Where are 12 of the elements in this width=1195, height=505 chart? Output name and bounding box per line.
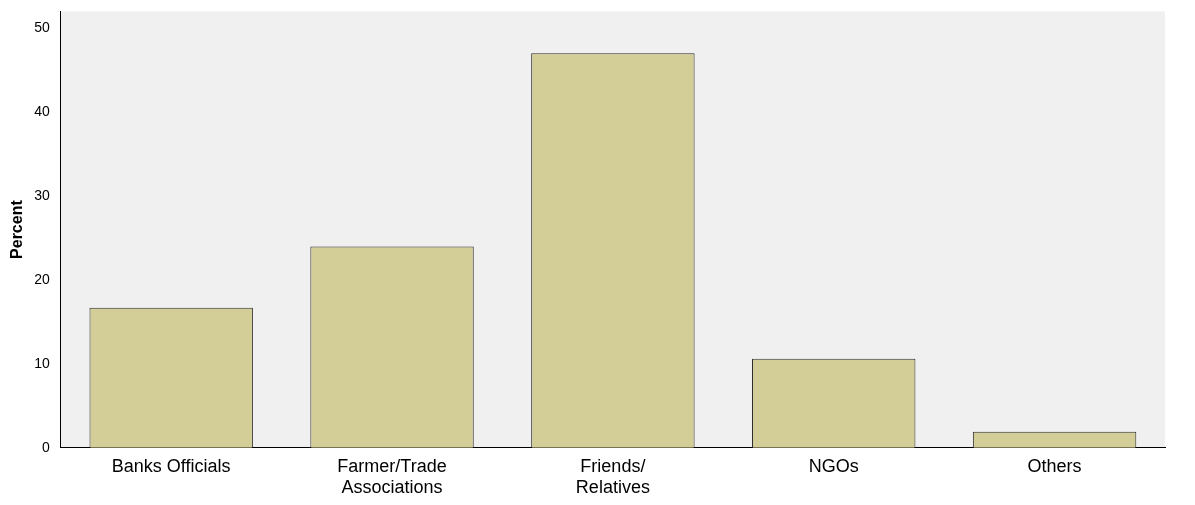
x-tick-label: Farmer/Trade Associations bbox=[337, 455, 447, 498]
y-tick-label: 50 bbox=[34, 19, 50, 36]
y-tick-label: 20 bbox=[34, 270, 50, 287]
x-tick-label: Friends/ Relatives bbox=[575, 455, 650, 498]
x-tick-label: Others bbox=[1027, 455, 1082, 476]
x-tick-label: Banks Officials bbox=[111, 455, 231, 476]
x-tick-label: NGOs bbox=[808, 455, 859, 476]
y-tick-label: 10 bbox=[34, 354, 50, 371]
y-tick-label: 0 bbox=[41, 438, 50, 455]
y-axis-title: Percent bbox=[8, 199, 26, 259]
y-tick-label: 30 bbox=[34, 186, 50, 203]
y-tick-label: 40 bbox=[34, 102, 50, 119]
